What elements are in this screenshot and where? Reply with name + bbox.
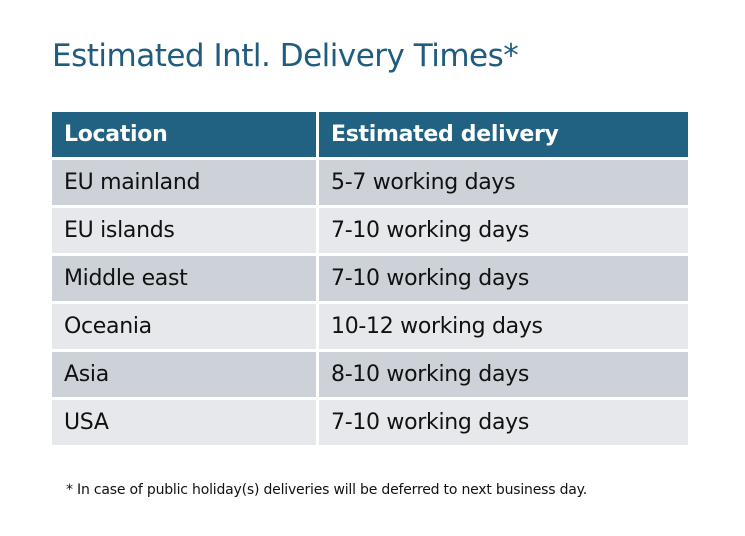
- location-cell: EU mainland: [52, 160, 316, 205]
- delivery-cell: 7-10 working days: [319, 256, 688, 301]
- table-header-row: Location Estimated delivery: [52, 112, 688, 157]
- footnote: * In case of public holiday(s) deliverie…: [66, 482, 587, 498]
- table-row: USA 7-10 working days: [52, 400, 688, 445]
- header-estimated-delivery: Estimated delivery: [319, 112, 688, 157]
- delivery-cell: 7-10 working days: [319, 208, 688, 253]
- delivery-cell: 10-12 working days: [319, 304, 688, 349]
- delivery-cell: 5-7 working days: [319, 160, 688, 205]
- delivery-cell: 8-10 working days: [319, 352, 688, 397]
- page-title: Estimated Intl. Delivery Times*: [52, 38, 519, 74]
- location-cell: Middle east: [52, 256, 316, 301]
- delivery-table: Location Estimated delivery EU mainland 5…: [49, 109, 691, 448]
- table-row: Oceania 10-12 working days: [52, 304, 688, 349]
- table-row: EU islands 7-10 working days: [52, 208, 688, 253]
- location-cell: USA: [52, 400, 316, 445]
- table-row: Middle east 7-10 working days: [52, 256, 688, 301]
- header-location: Location: [52, 112, 316, 157]
- table-row: EU mainland 5-7 working days: [52, 160, 688, 205]
- location-cell: Asia: [52, 352, 316, 397]
- delivery-cell: 7-10 working days: [319, 400, 688, 445]
- location-cell: EU islands: [52, 208, 316, 253]
- table-row: Asia 8-10 working days: [52, 352, 688, 397]
- location-cell: Oceania: [52, 304, 316, 349]
